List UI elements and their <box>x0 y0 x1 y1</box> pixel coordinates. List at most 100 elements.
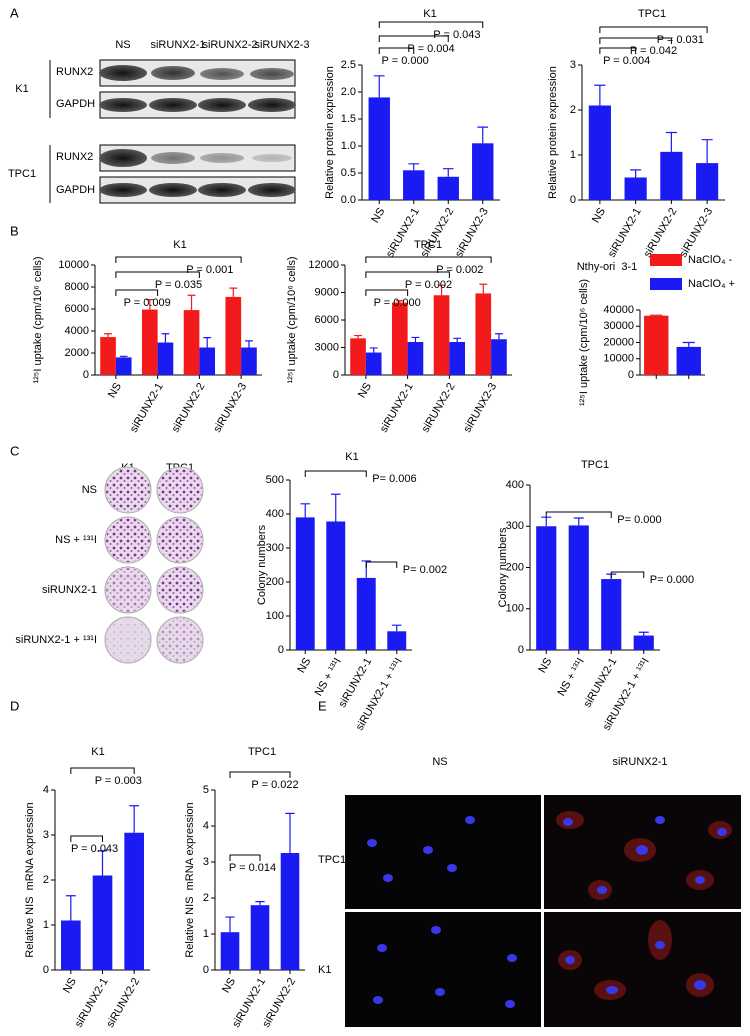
y-axis-label: Relative protein expression <box>324 66 336 199</box>
x-tick-label: siRUNX2-1 <box>606 206 644 260</box>
bar <box>633 635 654 650</box>
x-tick-label: siRUNX2-2 <box>420 381 458 435</box>
y-tick-label: 1 <box>570 149 576 161</box>
y-tick-label: 3 <box>203 856 209 868</box>
error-bar <box>479 283 488 294</box>
bracket <box>378 35 449 42</box>
chart-title: K1 <box>173 239 186 251</box>
x-tick-label: siRUNX2-3 <box>453 206 491 260</box>
error-bar <box>255 901 265 906</box>
bracket <box>229 771 291 778</box>
x-tick-label: siRUNX2-3 <box>211 381 249 435</box>
y-tick-label: 6000 <box>315 314 339 326</box>
error-bar <box>477 126 489 144</box>
y-tick-label: 2 <box>43 874 49 886</box>
bar <box>100 337 116 375</box>
x-tick-label: NS <box>590 206 608 225</box>
x-tick-label: siRUNX2-1 <box>581 656 619 710</box>
bar <box>225 296 242 375</box>
error-bar <box>97 850 108 876</box>
bar <box>368 97 390 200</box>
error-bar <box>442 168 454 177</box>
colony-images: K1 TPC1 NS NS + ¹³¹I siRUNX2-1 siRUNX2-1… <box>15 462 204 664</box>
p-value: P = 0.002 <box>405 279 452 291</box>
p-value: P = 0.043 <box>433 29 480 41</box>
x-tick-label: siRUNX2-2 <box>418 206 456 260</box>
bracket <box>70 835 103 842</box>
y-axis-label: Colony numbers <box>497 527 509 608</box>
protein-label: RUNX2 <box>56 66 93 78</box>
bar <box>220 932 240 970</box>
y-tick-label: 300 <box>266 542 284 554</box>
error-bar <box>354 334 362 339</box>
y-tick-label: 20000 <box>603 336 634 348</box>
y-axis-label: ¹²⁵I uptake (cpm/10⁶ cells) <box>32 256 44 383</box>
x-tick-label: NS <box>369 206 387 225</box>
lane-label: siRUNX2-3 <box>254 39 309 51</box>
error-bar <box>573 517 584 526</box>
immunofluorescence-images: NS siRUNX2-1 TPC1 K1 <box>318 756 741 1027</box>
y-tick-label: 3 <box>570 59 576 71</box>
x-tick-label: NS + ¹³¹I <box>556 656 587 698</box>
bar <box>568 525 589 650</box>
bracket <box>365 256 492 263</box>
y-tick-label: 2.0 <box>341 86 356 98</box>
bracket <box>115 271 200 278</box>
panel-label: E <box>318 698 327 713</box>
y-tick-label: 0 <box>333 369 339 381</box>
error-bar <box>187 294 196 311</box>
error-bar <box>701 139 713 164</box>
error-bar <box>285 812 295 853</box>
bar <box>601 579 622 650</box>
p-value: P = 0.014 <box>229 862 276 874</box>
y-tick-label: 2 <box>570 104 576 116</box>
y-tick-label: 500 <box>266 474 284 486</box>
y-tick-label: 0 <box>43 964 49 976</box>
bracket <box>304 470 367 477</box>
chart-title: TPC1 <box>581 459 609 471</box>
bracket <box>70 767 135 774</box>
bar <box>280 853 300 970</box>
x-tick-label: siRUNX2-2 <box>170 381 208 435</box>
y-tick-label: 400 <box>506 479 524 491</box>
p-value: P = 0.031 <box>657 34 704 46</box>
bracket <box>599 26 708 33</box>
lane-label: siRUNX2-1 <box>150 39 205 51</box>
y-tick-label: 1 <box>43 919 49 931</box>
error-bar <box>129 805 140 833</box>
cell-line-label: TPC1 <box>8 168 36 180</box>
y-tick-label: 3 <box>43 829 49 841</box>
error-bar <box>65 895 76 921</box>
p-value: P = 0.004 <box>407 43 454 55</box>
bar <box>407 342 424 375</box>
row-label: NS + ¹³¹I <box>55 534 97 546</box>
row-label: siRUNX2-1 + ¹³¹I <box>15 634 97 646</box>
bracket <box>610 571 645 578</box>
bracket <box>365 561 398 568</box>
error-bar <box>665 131 677 152</box>
panel-label: C <box>10 443 19 458</box>
bracket <box>365 289 409 296</box>
y-tick-label: 3000 <box>315 341 339 353</box>
bar <box>241 347 257 375</box>
legend-swatch <box>650 254 682 266</box>
cell-line-label: K1 <box>15 83 28 95</box>
p-value: P = 0.022 <box>251 779 298 791</box>
error-bar <box>453 337 462 342</box>
chart-title: TPC1 <box>248 746 276 758</box>
error-bar <box>145 299 154 310</box>
error-bar <box>300 503 310 518</box>
bar <box>115 357 132 375</box>
y-tick-label: 2.5 <box>341 59 356 71</box>
error-bar <box>373 75 385 98</box>
bar <box>449 342 466 375</box>
y-tick-label: 0 <box>203 964 209 976</box>
p-value: P= 0.000 <box>650 574 694 586</box>
bar <box>391 302 408 375</box>
y-tick-label: 200 <box>266 576 284 588</box>
protein-label: GAPDH <box>56 98 95 110</box>
chart-title: TPC1 <box>414 239 442 251</box>
p-value: P = 0.043 <box>71 843 118 855</box>
x-tick-label: siRUNX2-2 <box>104 976 142 1030</box>
y-tick-label: 5 <box>203 784 209 796</box>
